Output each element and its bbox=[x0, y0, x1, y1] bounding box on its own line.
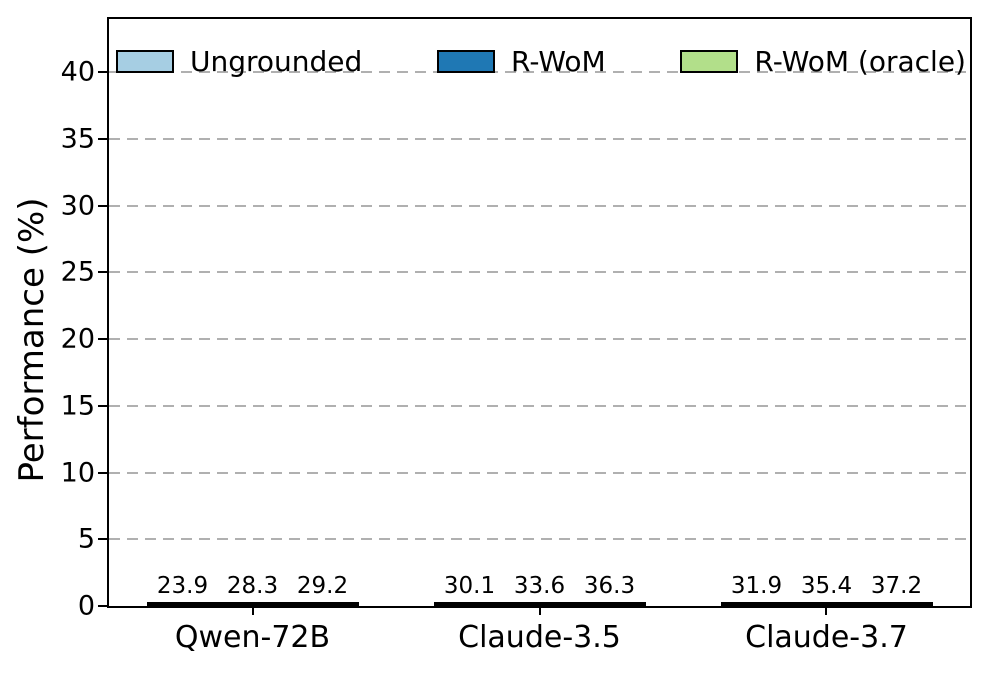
bar-value-label: 29.2 bbox=[296, 573, 349, 599]
gridline bbox=[109, 471, 970, 474]
legend: Ungrounded R-WoM R-WoM (oracle) bbox=[116, 45, 966, 78]
bar-group-claude-3-7: 31.9 35.4 37.2 bbox=[683, 573, 970, 606]
legend-entry-ungrounded: Ungrounded bbox=[116, 45, 362, 78]
y-tick-mark bbox=[98, 605, 109, 607]
y-tick-label: 10 bbox=[60, 457, 95, 489]
legend-label-rwom: R-WoM bbox=[511, 45, 606, 78]
legend-swatch-rwom-oracle bbox=[680, 50, 739, 73]
bar-qwen-ungrounded: 23.9 bbox=[146, 573, 219, 606]
legend-swatch-rwom bbox=[437, 50, 496, 73]
y-tick-mark bbox=[98, 538, 109, 541]
y-tick-mark bbox=[98, 271, 109, 274]
y-tick-mark bbox=[98, 404, 109, 407]
bar-value-label: 33.6 bbox=[513, 573, 566, 599]
x-tick-mark bbox=[251, 606, 254, 615]
bar-groups: 23.9 28.3 29.2 30.1 33.6 36.3 bbox=[109, 19, 970, 606]
y-tick-mark bbox=[98, 338, 109, 341]
y-tick-mark bbox=[98, 138, 109, 141]
gridline bbox=[109, 404, 970, 407]
legend-swatch-ungrounded bbox=[116, 50, 174, 73]
bar-value-label: 23.9 bbox=[156, 573, 209, 599]
gridline bbox=[109, 271, 970, 274]
y-tick-label: 30 bbox=[60, 190, 95, 222]
x-tick-label-claude-3-5: Claude-3.5 bbox=[458, 620, 621, 655]
bar-qwen-rwom-oracle: 29.2 bbox=[286, 573, 359, 606]
gridline bbox=[109, 338, 970, 341]
gridline bbox=[109, 538, 970, 541]
y-tick-label: 40 bbox=[60, 56, 95, 88]
legend-label-rwom-oracle: R-WoM (oracle) bbox=[754, 45, 966, 78]
y-tick-mark bbox=[98, 204, 109, 207]
bar-claude35-rwom: 33.6 bbox=[503, 573, 576, 606]
x-tick-label-claude-3-7: Claude-3.7 bbox=[745, 620, 908, 655]
y-tick-mark bbox=[98, 471, 109, 474]
bar-value-label: 31.9 bbox=[730, 573, 783, 599]
bar-value-label: 28.3 bbox=[226, 573, 279, 599]
gridline bbox=[109, 138, 970, 141]
gridline bbox=[109, 204, 970, 207]
y-tick-label: 20 bbox=[60, 323, 95, 355]
y-tick-mark bbox=[98, 71, 109, 74]
bar-group-claude-3-5: 30.1 33.6 36.3 bbox=[396, 573, 683, 606]
x-tick-label-qwen-72b: Qwen-72B bbox=[174, 620, 331, 655]
bar-qwen-rwom: 28.3 bbox=[216, 573, 289, 606]
bar-claude37-rwom-oracle: 37.2 bbox=[860, 573, 933, 606]
y-tick-label: 35 bbox=[60, 123, 95, 155]
bar-value-label: 37.2 bbox=[870, 573, 923, 599]
bar-group-qwen-72b: 23.9 28.3 29.2 bbox=[109, 573, 396, 606]
legend-entry-rwom-oracle: R-WoM (oracle) bbox=[680, 45, 966, 78]
legend-label-ungrounded: Ungrounded bbox=[190, 45, 363, 78]
bar-value-label: 35.4 bbox=[800, 573, 853, 599]
gridline bbox=[109, 71, 970, 74]
y-tick-label: 25 bbox=[60, 256, 95, 288]
y-tick-label: 5 bbox=[77, 523, 95, 555]
bar-claude35-rwom-oracle: 36.3 bbox=[573, 573, 646, 606]
x-tick-mark bbox=[825, 606, 828, 615]
y-axis-title: Performance (%) bbox=[12, 197, 52, 483]
bar-claude37-ungrounded: 31.9 bbox=[720, 573, 793, 606]
bar-value-label: 30.1 bbox=[443, 573, 496, 599]
bar-claude35-ungrounded: 30.1 bbox=[433, 573, 506, 606]
bar-value-label: 36.3 bbox=[583, 573, 636, 599]
x-tick-mark bbox=[538, 606, 541, 615]
legend-entry-rwom: R-WoM bbox=[437, 45, 606, 78]
y-tick-label: 15 bbox=[60, 390, 95, 422]
bar-claude37-rwom: 35.4 bbox=[790, 573, 863, 606]
y-tick-label: 0 bbox=[77, 590, 95, 622]
plot-area: Ungrounded R-WoM R-WoM (oracle) 23.9 28.… bbox=[61, 17, 972, 655]
